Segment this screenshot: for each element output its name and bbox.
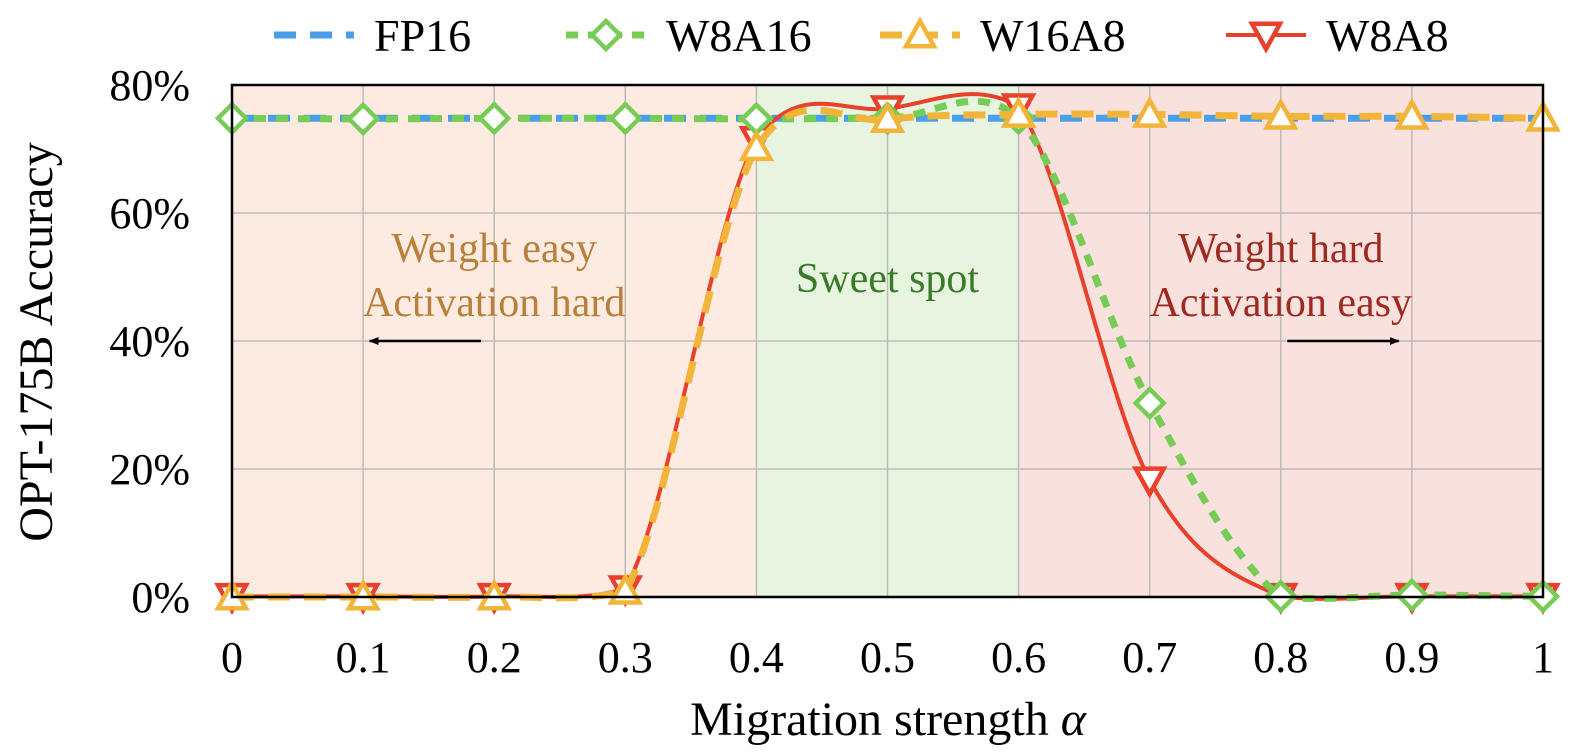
x-axis-label-text: Migration strength [690, 693, 1049, 746]
point-W8A16-3 [608, 101, 643, 136]
region-label-sweet-spot: Sweet spot [796, 256, 979, 302]
series-W16A8 [214, 95, 1561, 611]
point-W8A16-9 [1394, 577, 1430, 613]
x-tick-label-10: 1 [1532, 633, 1554, 682]
legend-label-W16A8: W16A8 [980, 10, 1126, 61]
x-tick-label-1: 0.1 [336, 633, 391, 682]
x-tick-label-5: 0.5 [860, 633, 915, 682]
legend-label-W8A16: W8A16 [666, 10, 812, 61]
x-tick-label-0: 0 [221, 633, 243, 682]
x-tick-label-8: 0.8 [1253, 633, 1308, 682]
legend-marker-W16A8 [902, 16, 938, 49]
point-W16A8-8 [1262, 97, 1299, 130]
series-line-W16A8 [231, 106, 1544, 602]
y-tick-label-3: 60% [109, 189, 190, 238]
point-W8A16-1 [345, 101, 381, 137]
plot-frame [230, 83, 1545, 599]
y-tick-label-2: 40% [109, 317, 190, 366]
point-W16A8-2 [476, 578, 513, 611]
y-tick-label-0: 0% [131, 573, 190, 622]
point-W8A16-2 [477, 101, 512, 136]
x-tick-label-3: 0.3 [598, 633, 653, 682]
x-tick-label-6: 0.6 [991, 633, 1046, 682]
point-W16A8-1 [345, 578, 381, 611]
region-label-weight-hard-line2: Activation easy [1150, 280, 1412, 326]
legend-item-W8A16: W8A16 [566, 10, 812, 61]
x-axis-label-symbol: α [1061, 693, 1087, 746]
x-tick-label-9: 0.9 [1384, 633, 1439, 682]
point-W8A16-7 [1132, 385, 1167, 421]
point-W16A8-4 [738, 129, 775, 162]
point-W16A8-5 [869, 100, 906, 134]
legend-marker-W8A16 [588, 17, 624, 53]
x-axis-label: Migration strength α [690, 693, 1087, 746]
legend-marker-W8A8 [1248, 21, 1284, 54]
legend-label-W8A8: W8A8 [1326, 10, 1449, 61]
series-line-W8A16 [231, 97, 1544, 603]
region-label-weight-easy-line1: Weight easy [392, 226, 597, 272]
legend-item-W16A8: W16A8 [880, 10, 1126, 61]
point-W16A8-7 [1131, 95, 1168, 128]
y-tick-label-4: 80% [109, 61, 190, 110]
x-tick-label-7: 0.7 [1122, 633, 1177, 682]
legend-item-W8A8: W8A8 [1226, 10, 1449, 61]
y-tick-label-1: 20% [109, 445, 190, 494]
x-tick-label-4: 0.4 [729, 633, 784, 682]
region-label-weight-hard-line1: Weight hard [1178, 226, 1383, 272]
x-tick-label-2: 0.2 [467, 633, 522, 682]
legend-label-FP16: FP16 [374, 10, 471, 61]
point-W8A8-7 [1131, 466, 1168, 499]
y-axis-label: OPT-175B Accuracy [10, 142, 63, 542]
point-W16A8-9 [1394, 97, 1430, 130]
legend-item-FP16: FP16 [274, 10, 471, 61]
point-W16A8-6 [1000, 95, 1037, 128]
region-label-weight-easy-line2: Activation hard [363, 280, 625, 326]
